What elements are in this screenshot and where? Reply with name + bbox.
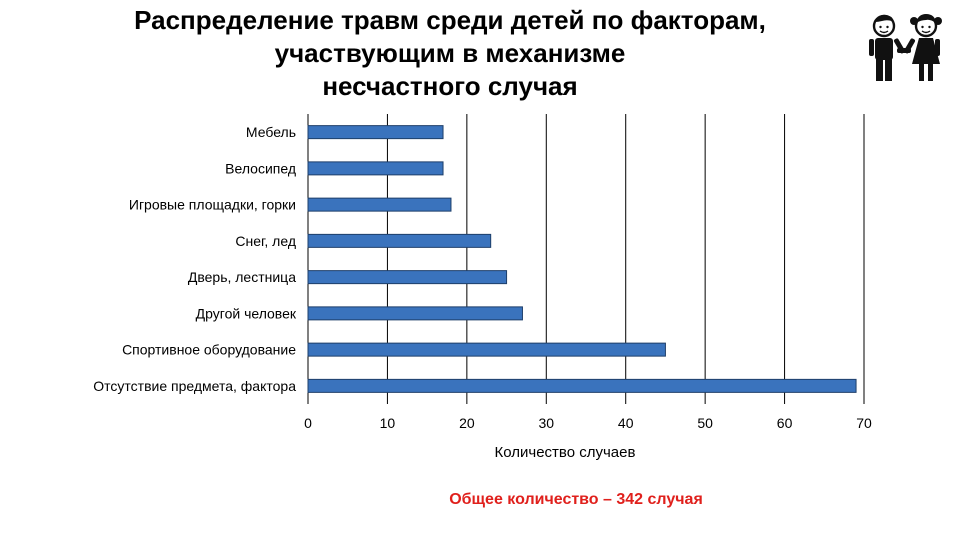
grid-lines: [307, 114, 865, 404]
boy-girl-holding-hands-icon: [869, 14, 942, 81]
total-cases-note: Общее количество – 342 случая: [449, 491, 703, 508]
bar-4: [307, 270, 508, 285]
x-tick-30: 30: [538, 415, 554, 431]
category-label-6: Спортивное оборудование: [122, 342, 296, 358]
category-labels: Мебель Велосипед Игровые площадки, горки Сн…: [93, 124, 297, 394]
category-label-3: Снег, лед: [235, 233, 296, 249]
x-tick-labels: 0 10 20 30 40 50 60 70: [304, 415, 872, 431]
bar-6: [307, 342, 666, 357]
bar-1: [307, 161, 444, 176]
title-line-1: Распределение травм среди детей по факто…: [134, 5, 766, 35]
bars: [307, 125, 857, 393]
x-tick-20: 20: [459, 415, 475, 431]
bar-0: [307, 125, 444, 140]
x-tick-10: 10: [380, 415, 396, 431]
x-axis-title: Количество случаев: [494, 444, 636, 461]
category-label-7: Отсутствие предмета, фактора: [93, 378, 296, 394]
title-line-2: участвующим в механизме: [274, 38, 626, 68]
bar-2: [307, 197, 452, 212]
x-tick-70: 70: [856, 415, 872, 431]
x-tick-50: 50: [697, 415, 713, 431]
category-label-2: Игровые площадки, горки: [129, 197, 296, 213]
title-line-3: несчастного случая: [322, 71, 578, 101]
chart-title: Распределение травм среди детей по факто…: [40, 4, 860, 103]
category-label-5: Другой человек: [196, 305, 297, 321]
x-tick-0: 0: [304, 415, 312, 431]
bar-3: [307, 233, 492, 248]
bar-7: [307, 378, 857, 393]
category-label-0: Мебель: [246, 124, 296, 140]
x-tick-60: 60: [777, 415, 793, 431]
bar-5: [307, 306, 523, 321]
category-label-1: Велосипед: [225, 160, 296, 176]
x-tick-40: 40: [618, 415, 634, 431]
category-label-4: Дверь, лестница: [188, 269, 296, 285]
